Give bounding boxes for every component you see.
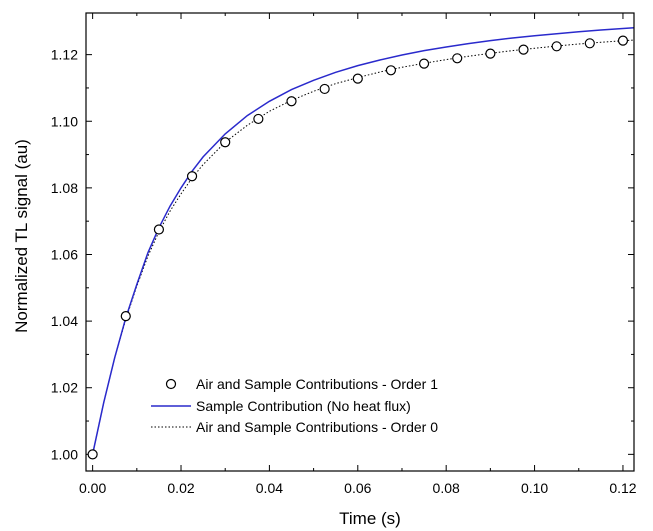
y-tick-label: 1.00	[51, 446, 78, 462]
data-point-order1	[220, 137, 231, 148]
x-axis-title: Time (s)	[339, 509, 401, 528]
x-tick-label: 0.10	[521, 480, 548, 496]
data-point-order1	[418, 58, 430, 69]
data-point-order1	[87, 449, 98, 460]
data-point-order1	[319, 83, 330, 95]
data-point-order1	[352, 73, 363, 84]
y-tick-label: 1.06	[51, 246, 78, 262]
legend-label-sample: Sample Contribution (No heat flux)	[196, 398, 411, 414]
legend: Air and Sample Contributions - Order 1 S…	[151, 376, 438, 435]
x-tick-label: 0.08	[433, 480, 460, 496]
data-point-order1	[286, 96, 297, 107]
x-tick-label: 0.00	[79, 480, 106, 496]
plot-frame	[85, 12, 635, 472]
data-point-order1	[485, 48, 496, 59]
legend-marker-order1	[165, 378, 177, 390]
legend-label-order1: Air and Sample Contributions - Order 1	[196, 376, 438, 392]
x-tick-label: 0.06	[344, 480, 371, 496]
series-line-order0	[92, 39, 635, 455]
data-point-order1	[120, 311, 131, 322]
data-point-order1	[518, 44, 529, 55]
y-tick-label: 1.02	[51, 380, 78, 396]
data-point-order1	[253, 113, 264, 125]
data-point-order1	[186, 171, 198, 182]
y-tick-label: 1.08	[51, 180, 78, 196]
x-tick-label: 0.02	[167, 480, 194, 496]
y-axis-title: Normalized TL signal (au)	[12, 139, 31, 333]
y-tick-label: 1.10	[51, 113, 78, 129]
data-point-order1	[385, 65, 397, 76]
ticks-layer: 0.00 0.02 0.04 0.06 0.08 0.10 0.12 1.00 1.02 1.04…	[51, 13, 637, 496]
y-tick-label: 1.12	[51, 47, 78, 63]
data-point-order1	[551, 41, 562, 52]
y-tick-label: 1.04	[51, 313, 78, 329]
series-layer	[87, 26, 635, 460]
data-point-order1	[617, 35, 629, 46]
series-line-sample	[91, 26, 635, 455]
x-tick-label: 0.12	[609, 480, 636, 496]
legend-label-order0: Air and Sample Contributions - Order 0	[196, 419, 438, 435]
x-tick-label: 0.04	[256, 480, 283, 496]
data-point-order1	[584, 38, 595, 49]
data-point-order1	[153, 224, 165, 235]
data-point-order1	[452, 53, 463, 64]
